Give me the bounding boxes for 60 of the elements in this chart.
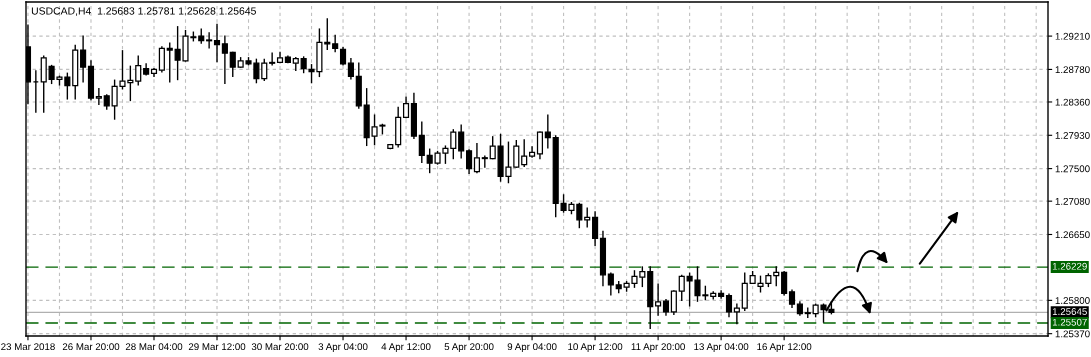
candlestick [418, 121, 425, 164]
ref-line-label: 1.25645 [1052, 308, 1087, 315]
y-tick-label: 1.25370 [1055, 330, 1090, 338]
candlestick [607, 272, 614, 296]
candlestick [584, 207, 591, 228]
candlestick [781, 270, 788, 296]
y-tick-label: 1.27500 [1055, 165, 1090, 173]
x-tick-label: 23 Mar 2018 [1, 343, 55, 351]
candlestick [332, 34, 339, 53]
candlestick [529, 146, 536, 158]
y-tick-label: 1.29210 [1055, 32, 1090, 40]
x-tick-label: 3 Apr 04:00 [318, 343, 368, 353]
candlestick [536, 131, 544, 160]
x-tick-label: 29 Mar 12:00 [188, 343, 246, 351]
x-tick-label: 30 Mar 20:00 [251, 343, 309, 351]
x-tick-label: 11 Apr 20:00 [631, 343, 685, 353]
y-tick-label: 1.27080 [1055, 197, 1090, 205]
y-tick-label: 1.27930 [1055, 132, 1090, 139]
x-tick-label: 26 Mar 20:00 [62, 343, 120, 351]
candlestick [135, 55, 142, 86]
candlestick [718, 290, 725, 299]
y-tick-label: 1.28780 [1055, 66, 1090, 74]
candlestick [402, 96, 410, 119]
x-tick-label: 9 Apr 04:00 [507, 343, 557, 353]
ref-line-label: 1.25507 [1052, 318, 1087, 326]
x-tick-label: 10 Apr 12:00 [568, 343, 623, 353]
candlestick [213, 23, 221, 63]
candlestick [655, 283, 662, 316]
y-tick-label: 1.28360 [1055, 98, 1090, 106]
candlestick [166, 42, 173, 83]
candlestick [725, 293, 733, 318]
candlestick [221, 35, 228, 85]
candlestick [473, 143, 481, 174]
candlestick [261, 58, 268, 81]
candlestick [773, 266, 780, 287]
candlestick [269, 52, 276, 66]
candlestick [158, 46, 165, 73]
x-tick-label: 5 Apr 20:00 [444, 343, 494, 353]
candlestick [670, 290, 677, 315]
candlestick [592, 211, 599, 247]
candlestick [229, 51, 236, 78]
candlestick [80, 35, 87, 83]
candlestick [95, 88, 102, 105]
chart-title: USDCAD,H4 1.25683 1.25781 1.25628 1.25645 [31, 7, 256, 16]
x-tick-label: 16 Apr 12:00 [757, 343, 812, 353]
candlestick [481, 155, 488, 168]
candlestick [733, 303, 740, 325]
candlestick [458, 124, 465, 159]
candlestick [465, 149, 473, 174]
candlestick [521, 139, 528, 167]
x-tick-label: 13 Apr 04:00 [694, 343, 749, 353]
candlestick [678, 274, 685, 302]
y-tick-label: 1.25800 [1055, 297, 1090, 304]
candlestick [347, 57, 354, 80]
x-tick-label: 4 Apr 12:00 [381, 343, 431, 353]
ref-line-label: 1.26229 [1052, 262, 1087, 270]
y-tick-label: 1.26650 [1055, 231, 1090, 239]
x-tick-label: 28 Mar 04:00 [125, 343, 183, 351]
candlestick [206, 32, 213, 49]
candlestick [544, 114, 551, 149]
